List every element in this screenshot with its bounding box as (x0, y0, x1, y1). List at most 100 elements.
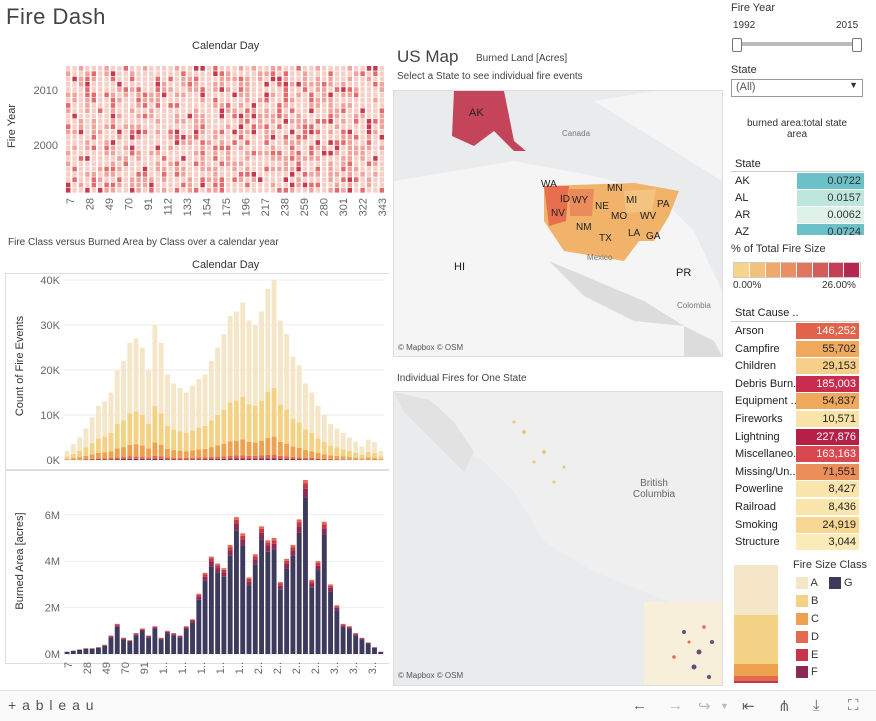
heatmap-cell (284, 119, 288, 124)
size-legend-item[interactable]: B (796, 595, 818, 607)
bar-segment (140, 629, 145, 630)
heatmap-cell (354, 151, 358, 156)
bar-segment (109, 451, 114, 458)
size-legend-item[interactable]: C (796, 613, 819, 625)
heatmap-cell (360, 124, 364, 129)
size-class-stack[interactable] (734, 565, 778, 683)
heatmap-cell (316, 71, 320, 76)
heatmap-cell (104, 108, 108, 113)
cause-name: Miscellaneo.. (735, 448, 799, 460)
heatmap-cell (213, 124, 217, 129)
heatmap-cell (380, 151, 384, 156)
heatmap-cell (316, 151, 320, 156)
revert-dropdown-icon[interactable]: ▼ (720, 701, 729, 711)
bar-segment (171, 634, 176, 635)
heatmap-cell (303, 135, 307, 140)
fires-map[interactable]: British Columbia © Mapbox © OSM (393, 391, 723, 686)
size-legend-item[interactable]: D (796, 631, 819, 643)
heatmap-cell (232, 151, 236, 156)
bar-segment (334, 456, 339, 459)
heatmap-cell (92, 151, 96, 156)
heatmap-cell (207, 183, 211, 188)
download-icon[interactable]: ⤓ (813, 697, 820, 714)
bar-segment (316, 453, 321, 458)
heatmap-cell (303, 119, 307, 124)
bar-segment (215, 568, 220, 573)
size-legend-item[interactable]: F (796, 666, 818, 678)
size-legend-item[interactable]: E (796, 649, 818, 661)
cause-table-row[interactable]: Miscellaneo..163,163 (731, 446, 859, 463)
heatmap-cell (130, 188, 134, 193)
heatmap-cell (271, 77, 275, 82)
reset-icon[interactable]: ⇤ (742, 697, 755, 715)
heatmap-cell (316, 177, 320, 182)
heatmap-cell (162, 77, 166, 82)
heatmap-cell (226, 66, 230, 71)
heatmap-cell (284, 77, 288, 82)
bar-segment (171, 459, 176, 460)
bar-segment (234, 520, 239, 524)
heatmap-cell (303, 71, 307, 76)
heatmap-cell (124, 146, 128, 151)
heatmap-cell (360, 130, 364, 135)
share-icon[interactable]: ⋔ (778, 697, 791, 715)
cause-table-row[interactable]: Missing/Un..71,551 (731, 464, 859, 481)
heatmap-cell (360, 103, 364, 108)
bar-segment (152, 442, 157, 456)
heatmap-cell (284, 156, 288, 161)
cause-count-value: 29,153 (796, 358, 859, 374)
state-dropdown[interactable]: (All) ▼ (731, 79, 863, 97)
year-slider-track[interactable] (736, 42, 858, 46)
heatmap-cell (271, 172, 275, 177)
bar-segment (290, 545, 295, 547)
bar-segment (209, 361, 214, 420)
heatmap-cell (194, 93, 198, 98)
fullscreen-icon[interactable]: ⛶ (848, 697, 859, 714)
state-label: NE (595, 201, 609, 212)
heatmap-cell (328, 183, 332, 188)
redo-icon[interactable]: → (668, 697, 683, 714)
bar-segment (65, 652, 70, 654)
heatmap-cell (373, 177, 377, 182)
revert-icon[interactable]: ↪ (698, 697, 711, 715)
cause-table-row[interactable]: Debris Burn..185,003 (731, 376, 859, 393)
heatmap-cell (328, 151, 332, 156)
size-legend-item[interactable]: G (829, 577, 853, 589)
us-map-canvas[interactable] (394, 91, 722, 356)
cause-table-row[interactable]: Equipment ..54,837 (731, 393, 859, 410)
heatmap-cell (162, 124, 166, 129)
heatmap-cell (367, 172, 371, 177)
bar-segment (77, 438, 82, 452)
year-slider-min-handle[interactable] (732, 38, 742, 52)
heatmap-cell (111, 140, 115, 145)
year-slider-max-handle[interactable] (852, 38, 862, 52)
undo-icon[interactable]: ← (632, 697, 647, 714)
y-tick: 10K (40, 410, 60, 422)
heatmap-cell (232, 167, 236, 172)
heatmap-cell (252, 151, 256, 156)
size-legend-item[interactable]: A (796, 577, 818, 589)
heatmap-cell (226, 161, 230, 166)
heatmap-cell (322, 98, 326, 103)
heatmap-cell (232, 103, 236, 108)
heatmap-cell (156, 146, 160, 151)
